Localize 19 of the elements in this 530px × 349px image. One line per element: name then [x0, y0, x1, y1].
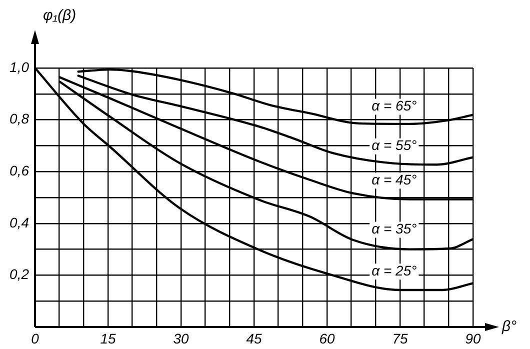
x-tick-label: 60: [319, 330, 335, 346]
series-label: α = 55°: [372, 137, 418, 154]
y-tick-label: 0,2: [10, 266, 30, 282]
y-axis-title: φ₁(β): [43, 7, 76, 24]
x-tick-label: 45: [246, 330, 262, 346]
series-label: α = 25°: [372, 262, 418, 279]
x-tick-label: 30: [173, 330, 189, 346]
x-tick-label: 75: [392, 330, 408, 346]
x-tick-label: 0: [31, 330, 40, 346]
y-tick-label: 0,6: [10, 162, 30, 178]
x-axis-title: β°: [501, 318, 517, 336]
series-label: α = 45°: [372, 172, 418, 188]
series-label: α = 65°: [372, 98, 418, 114]
x-tick-label: 15: [100, 330, 116, 346]
y-tick-label: 1,0: [10, 58, 30, 75]
x-tick-label: 90: [465, 330, 481, 346]
series-label: α = 35°: [372, 220, 418, 237]
y-tick-label: 0,4: [10, 214, 30, 230]
y-tick-label: 0,8: [10, 110, 30, 127]
